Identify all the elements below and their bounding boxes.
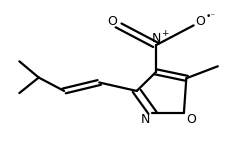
Text: +: + bbox=[162, 29, 169, 38]
Text: N: N bbox=[151, 32, 161, 45]
Text: O: O bbox=[186, 113, 196, 126]
Text: O: O bbox=[196, 15, 205, 28]
Text: •⁻: •⁻ bbox=[206, 12, 216, 21]
Text: N: N bbox=[141, 113, 150, 126]
Text: O: O bbox=[107, 15, 117, 28]
